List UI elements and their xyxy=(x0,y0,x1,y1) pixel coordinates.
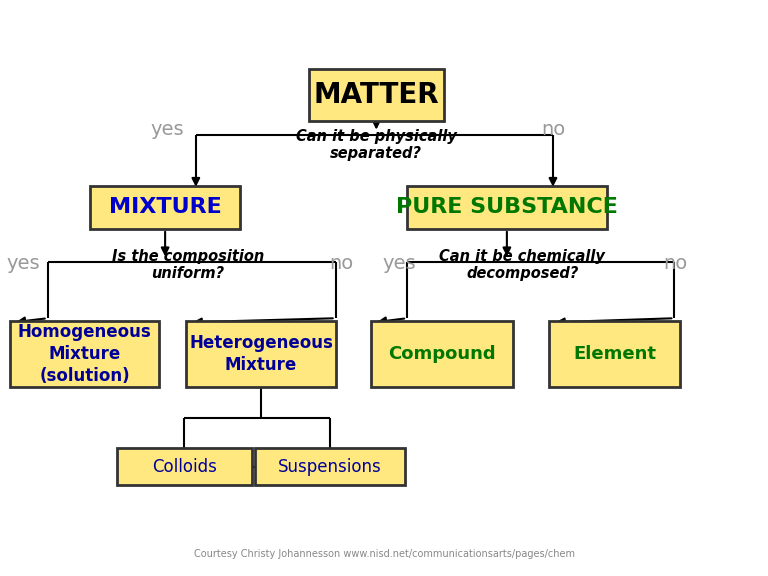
Text: no: no xyxy=(329,254,354,272)
FancyBboxPatch shape xyxy=(255,448,406,485)
FancyBboxPatch shape xyxy=(91,185,240,229)
Text: Colloids: Colloids xyxy=(152,457,217,476)
FancyBboxPatch shape xyxy=(370,321,513,387)
Text: Compound: Compound xyxy=(388,345,495,363)
Text: Suspensions: Suspensions xyxy=(278,457,382,476)
Text: yes: yes xyxy=(151,120,184,139)
FancyBboxPatch shape xyxy=(9,321,160,387)
Text: no: no xyxy=(541,120,565,139)
Text: no: no xyxy=(664,254,688,272)
Text: PURE SUBSTANCE: PURE SUBSTANCE xyxy=(396,198,617,217)
FancyBboxPatch shape xyxy=(407,185,607,229)
FancyBboxPatch shape xyxy=(309,69,443,121)
FancyBboxPatch shape xyxy=(186,321,336,387)
Text: Homogeneous
Mixture
(solution): Homogeneous Mixture (solution) xyxy=(18,323,151,385)
Text: MIXTURE: MIXTURE xyxy=(109,198,221,217)
Text: Is the composition
uniform?: Is the composition uniform? xyxy=(112,249,264,281)
Text: yes: yes xyxy=(382,254,416,272)
FancyBboxPatch shape xyxy=(117,448,252,485)
Text: Can it be physically
separated?: Can it be physically separated? xyxy=(296,129,457,161)
Text: Element: Element xyxy=(573,345,656,363)
Text: Heterogeneous
Mixture: Heterogeneous Mixture xyxy=(189,334,333,374)
Text: MATTER: MATTER xyxy=(313,81,439,109)
Text: Can it be chemically
decomposed?: Can it be chemically decomposed? xyxy=(439,249,605,281)
Text: yes: yes xyxy=(6,254,40,272)
Text: Courtesy Christy Johannesson www.nisd.net/communicationsarts/pages/chem: Courtesy Christy Johannesson www.nisd.ne… xyxy=(194,549,574,559)
FancyBboxPatch shape xyxy=(549,321,680,387)
